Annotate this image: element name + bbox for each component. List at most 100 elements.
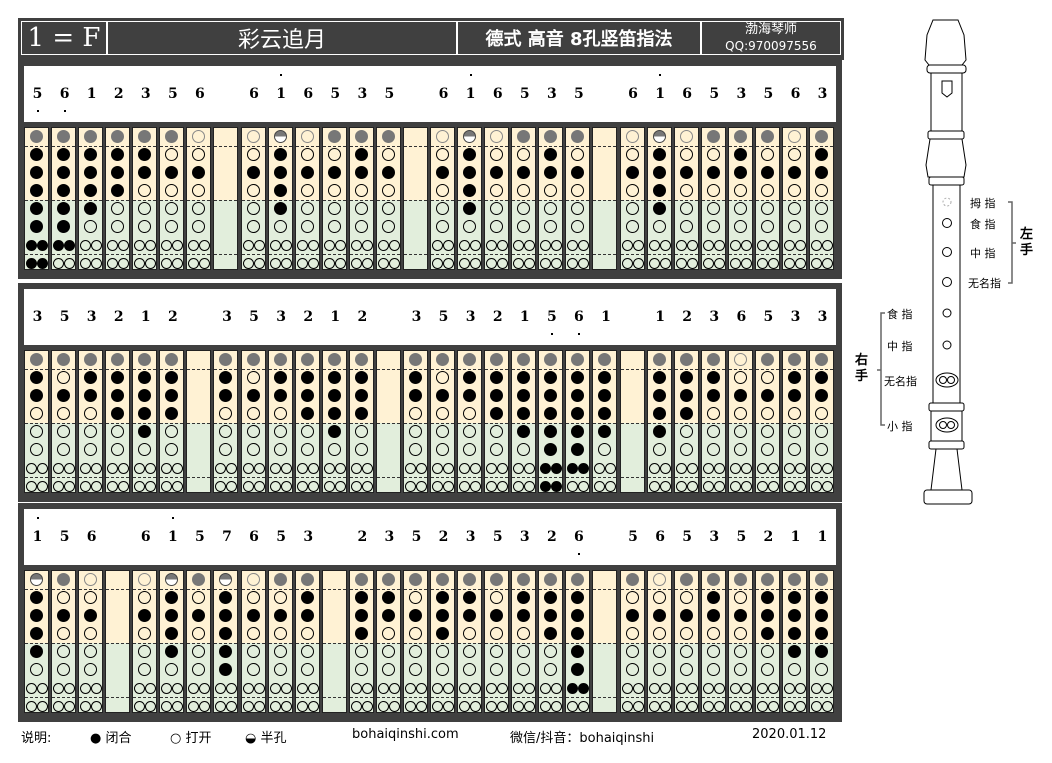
note: 3 bbox=[140, 86, 151, 102]
note: 3 bbox=[465, 529, 476, 545]
divider bbox=[755, 589, 779, 590]
divider bbox=[593, 477, 617, 478]
double-hole-6b bbox=[524, 240, 536, 251]
finger-hole-2 bbox=[57, 609, 71, 622]
finger-hole-3 bbox=[300, 184, 314, 197]
fingering-column bbox=[673, 350, 699, 493]
finger-hole-4 bbox=[57, 425, 71, 438]
note: 1 bbox=[140, 309, 151, 325]
fingering-column bbox=[240, 570, 266, 713]
finger-hole-3 bbox=[30, 407, 43, 420]
finger-hole-4 bbox=[760, 425, 774, 438]
finger-hole-3 bbox=[192, 627, 206, 640]
website-link[interactable]: bohaiqinshi.com bbox=[352, 727, 459, 742]
fingering-column bbox=[457, 127, 483, 270]
double-hole-7a bbox=[486, 258, 498, 269]
note: 3 bbox=[276, 309, 286, 325]
finger-hole-2 bbox=[706, 389, 720, 402]
finger-hole-3 bbox=[273, 184, 287, 197]
double-hole-6a bbox=[702, 240, 714, 251]
finger-hole-2 bbox=[652, 166, 666, 179]
double-hole-7b bbox=[578, 481, 590, 492]
divider bbox=[701, 254, 725, 255]
double-hole-7a bbox=[621, 701, 633, 712]
double-hole-7b bbox=[145, 258, 157, 269]
thumb-hole bbox=[57, 130, 71, 143]
thumb-hole bbox=[354, 573, 368, 586]
double-hole-6b bbox=[226, 463, 238, 474]
finger-hole-1 bbox=[300, 591, 314, 604]
fingering-column bbox=[294, 350, 320, 493]
thumb-hole bbox=[246, 130, 260, 143]
note: 5 bbox=[574, 86, 584, 102]
divider bbox=[25, 146, 48, 147]
divider bbox=[755, 477, 779, 478]
note: 3 bbox=[519, 529, 530, 545]
divider bbox=[187, 697, 211, 698]
double-hole-6b bbox=[118, 463, 130, 474]
divider bbox=[322, 369, 346, 370]
finger-hole-2 bbox=[436, 609, 450, 622]
fingering-column bbox=[673, 127, 699, 270]
double-hole-7a bbox=[134, 258, 146, 269]
divider bbox=[458, 643, 482, 644]
fingering-column bbox=[132, 350, 158, 493]
finger-hole-5 bbox=[463, 663, 477, 676]
finger-hole-3 bbox=[787, 407, 801, 420]
divider bbox=[458, 254, 482, 255]
finger-hole-1 bbox=[760, 591, 774, 604]
double-hole-6a bbox=[648, 463, 660, 474]
double-hole-6a bbox=[161, 240, 173, 251]
fingering-column bbox=[727, 570, 753, 713]
double-hole-7b bbox=[361, 701, 373, 712]
double-hole-6a bbox=[350, 683, 362, 694]
finger-hole-4 bbox=[598, 425, 612, 438]
double-hole-6b bbox=[713, 683, 725, 694]
divider bbox=[322, 477, 346, 478]
fingering-column bbox=[51, 570, 77, 713]
finger-hole-5 bbox=[381, 663, 395, 676]
finger-hole-1 bbox=[57, 591, 71, 604]
finger-hole-2 bbox=[30, 389, 43, 402]
finger-hole-2 bbox=[544, 166, 558, 179]
thumb-hole bbox=[273, 573, 287, 586]
double-hole-7b bbox=[199, 701, 211, 712]
thumb-hole bbox=[57, 353, 71, 366]
finger-hole-3 bbox=[354, 184, 368, 197]
double-hole-6b bbox=[37, 683, 48, 694]
double-hole-7a bbox=[702, 481, 714, 492]
thumb-hole bbox=[436, 130, 450, 143]
divider bbox=[241, 200, 265, 201]
divider bbox=[376, 146, 400, 147]
finger-hole-4 bbox=[30, 645, 43, 658]
double-hole-7a bbox=[702, 258, 714, 269]
double-hole-7a bbox=[323, 258, 335, 269]
divider bbox=[728, 254, 752, 255]
finger-hole-1 bbox=[192, 148, 206, 161]
double-hole-6a bbox=[811, 240, 823, 251]
divider bbox=[403, 477, 427, 478]
finger-hole-2 bbox=[165, 389, 179, 402]
note: 5 bbox=[411, 529, 422, 545]
divider bbox=[485, 589, 509, 590]
divider bbox=[512, 477, 536, 478]
note: 1 bbox=[519, 309, 530, 325]
double-hole-7a bbox=[242, 481, 254, 492]
divider bbox=[782, 423, 806, 424]
legend-footer: 说明: ● 闭合 ○ 打开 ◒ 半孔 bohaiqinshi.com 微信/抖音… bbox=[0, 725, 1052, 746]
thumb-hole bbox=[219, 353, 233, 366]
double-hole-6a bbox=[80, 240, 92, 251]
double-hole-7b bbox=[686, 258, 698, 269]
fingering-column bbox=[24, 350, 49, 493]
fingering-column bbox=[402, 570, 428, 713]
finger-hole-1 bbox=[571, 371, 585, 384]
double-hole-7b bbox=[524, 481, 536, 492]
divider bbox=[620, 200, 644, 201]
double-hole-6a bbox=[377, 240, 389, 251]
finger-hole-3 bbox=[84, 184, 98, 197]
note: 3 bbox=[86, 309, 97, 325]
finger-hole-3 bbox=[463, 407, 477, 420]
divider bbox=[349, 477, 373, 478]
fingering-column bbox=[511, 350, 537, 493]
divider bbox=[106, 697, 130, 698]
